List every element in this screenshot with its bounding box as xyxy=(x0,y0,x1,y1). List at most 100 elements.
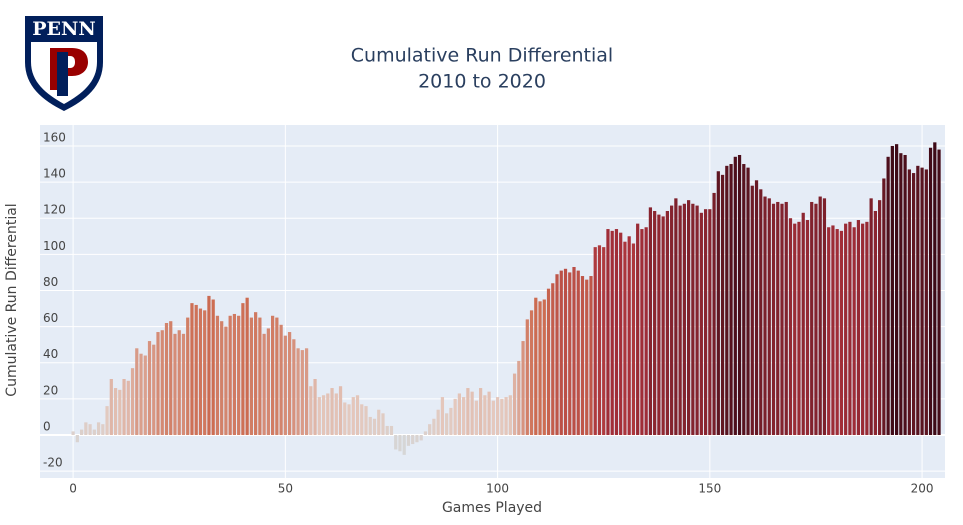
bar xyxy=(682,203,686,436)
bar xyxy=(563,268,568,436)
bar xyxy=(173,333,177,436)
bar xyxy=(729,164,733,436)
bar xyxy=(389,425,394,436)
bar xyxy=(406,435,411,446)
bar xyxy=(899,153,903,436)
bar xyxy=(449,407,453,436)
bar xyxy=(767,198,771,436)
bar xyxy=(657,214,661,436)
bar xyxy=(572,266,576,436)
bar xyxy=(309,386,313,436)
bar xyxy=(436,409,440,436)
x-tick-label: 100 xyxy=(486,482,509,496)
bar xyxy=(529,310,534,436)
y-tick-label: 140 xyxy=(43,167,66,181)
bar xyxy=(686,200,691,436)
bars xyxy=(71,142,941,455)
bar xyxy=(198,308,203,436)
bar xyxy=(750,185,754,436)
bar xyxy=(419,435,423,441)
bar xyxy=(589,276,593,436)
bar xyxy=(742,164,746,436)
bar xyxy=(512,373,517,436)
bar xyxy=(364,406,368,436)
logo-text: PENN xyxy=(32,18,96,40)
bar xyxy=(788,218,793,436)
bar xyxy=(394,435,398,450)
bar xyxy=(491,400,495,436)
bar xyxy=(911,173,916,436)
bar xyxy=(453,398,457,436)
bar xyxy=(304,348,309,436)
bar xyxy=(334,393,338,436)
bar xyxy=(644,227,648,436)
bar xyxy=(674,198,678,436)
bar xyxy=(801,212,805,436)
bar xyxy=(856,220,861,436)
bar xyxy=(665,210,670,436)
bar xyxy=(610,230,614,436)
bar xyxy=(156,332,160,436)
bar xyxy=(831,225,835,436)
bar xyxy=(924,169,928,436)
bar xyxy=(139,353,143,436)
bar xyxy=(593,247,597,436)
x-tick-label: 50 xyxy=(278,482,293,496)
chart-title: Cumulative Run Differential xyxy=(351,45,613,67)
bar xyxy=(631,243,636,436)
bar xyxy=(504,397,508,436)
bar xyxy=(300,350,304,436)
bar xyxy=(771,203,776,436)
bar xyxy=(190,303,194,436)
bar xyxy=(351,397,355,436)
bar xyxy=(839,230,844,436)
bar xyxy=(241,303,245,436)
bar xyxy=(763,196,767,436)
y-tick-label: 40 xyxy=(43,347,58,361)
bar xyxy=(865,221,869,436)
bar xyxy=(326,393,330,436)
bar xyxy=(440,397,445,436)
bar xyxy=(551,283,555,436)
bar xyxy=(627,236,631,436)
bar xyxy=(695,205,699,436)
logo-bar xyxy=(57,52,68,96)
bar xyxy=(903,154,907,436)
bar xyxy=(576,270,580,436)
bar xyxy=(186,317,190,436)
bar xyxy=(84,422,88,436)
bar xyxy=(402,435,406,455)
bar xyxy=(130,368,135,436)
bar xyxy=(822,198,827,436)
bar xyxy=(890,145,894,436)
bar xyxy=(873,210,877,436)
bar xyxy=(207,295,211,436)
bar xyxy=(861,223,865,436)
bar xyxy=(495,397,500,436)
bar xyxy=(152,344,156,436)
bar xyxy=(283,335,287,436)
bar xyxy=(780,203,784,436)
bar xyxy=(457,393,462,436)
bar xyxy=(810,201,814,436)
bar xyxy=(886,156,890,436)
bar xyxy=(894,144,899,436)
bar xyxy=(445,413,449,436)
bar xyxy=(933,142,937,436)
bar xyxy=(500,398,504,436)
bar xyxy=(602,247,606,436)
bar xyxy=(215,315,220,436)
bar xyxy=(147,341,152,436)
chart-subtitle: 2010 to 2020 xyxy=(418,71,546,93)
bar xyxy=(776,201,780,436)
bar xyxy=(648,207,653,436)
bar xyxy=(160,330,164,436)
bar xyxy=(385,425,389,436)
bar xyxy=(907,169,911,436)
bar xyxy=(848,221,852,436)
bar xyxy=(118,389,122,436)
bar xyxy=(568,272,572,436)
bar xyxy=(122,379,126,436)
bar xyxy=(220,321,224,436)
